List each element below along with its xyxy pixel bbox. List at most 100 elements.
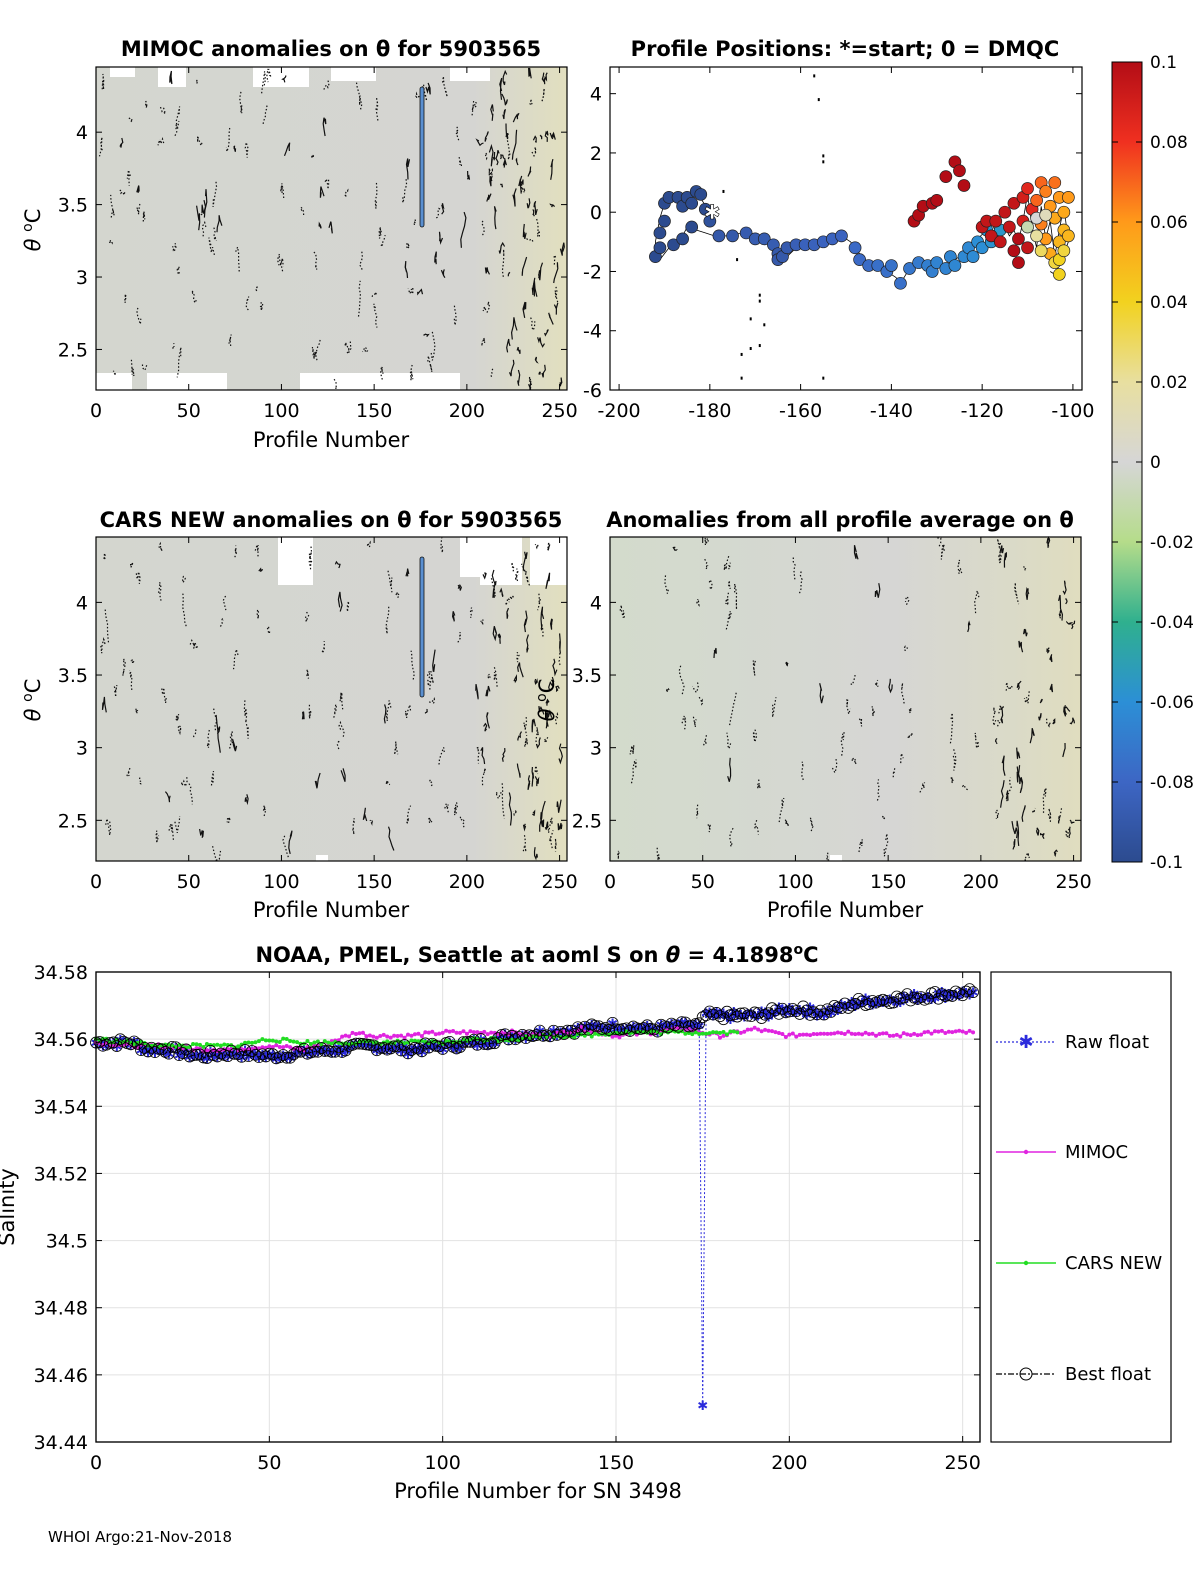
contour-line bbox=[903, 645, 909, 652]
contour-line bbox=[752, 660, 756, 676]
best-float-marker bbox=[405, 1044, 418, 1056]
y-tick-label: 34.54 bbox=[34, 1096, 88, 1118]
contour-line bbox=[129, 670, 133, 690]
x-tick-label: 0 bbox=[604, 871, 616, 893]
contour-line bbox=[336, 740, 340, 750]
profile-position-marker bbox=[685, 220, 699, 234]
contour-line bbox=[501, 783, 505, 819]
series-point-marker bbox=[277, 1040, 282, 1045]
raw-float-marker: ✱ bbox=[794, 1004, 805, 1019]
profile-position-marker bbox=[953, 164, 966, 178]
contour-line bbox=[417, 288, 424, 296]
contour-line bbox=[729, 690, 738, 726]
best-float-marker bbox=[124, 1038, 137, 1051]
best-float-marker bbox=[714, 1010, 726, 1023]
x-tick-label: 150 bbox=[356, 400, 392, 422]
contour-line bbox=[554, 838, 557, 852]
contour-line bbox=[559, 633, 561, 654]
average-heatmap-field bbox=[610, 537, 1081, 861]
contour-line bbox=[1023, 628, 1028, 637]
series-point-marker bbox=[288, 1045, 293, 1050]
best-float-marker bbox=[915, 991, 927, 1003]
raw-float-marker: ✱ bbox=[461, 1036, 472, 1051]
contour-line bbox=[1031, 807, 1036, 815]
series-point-marker bbox=[839, 1031, 844, 1036]
profile-position-marker bbox=[667, 238, 680, 252]
contour-line bbox=[130, 358, 135, 377]
legend-label-mimoc: MIMOC bbox=[1065, 1142, 1128, 1163]
best-float-marker bbox=[478, 1038, 491, 1050]
contour-line bbox=[344, 340, 350, 352]
series-point-marker bbox=[492, 1036, 497, 1041]
contour-line bbox=[306, 669, 310, 679]
contour-line bbox=[245, 296, 250, 311]
contour-line bbox=[1047, 538, 1051, 547]
contour-line bbox=[558, 743, 563, 765]
mimoc-axis-ticks: 0 50 100 150 200 250 2.5 3 3.5 4 bbox=[58, 67, 578, 422]
x-tick-label: 200 bbox=[449, 400, 485, 422]
contour-line bbox=[536, 737, 541, 749]
series-point-marker bbox=[721, 1033, 726, 1038]
contour-line bbox=[1049, 654, 1053, 663]
series-point-marker bbox=[936, 1029, 941, 1034]
contour-line bbox=[846, 699, 851, 717]
contour-line bbox=[727, 579, 731, 590]
contour-line bbox=[1029, 727, 1035, 744]
best-float-marker bbox=[811, 1008, 823, 1021]
raw-float-marker: ✱ bbox=[233, 1048, 244, 1063]
contour-line bbox=[484, 267, 491, 275]
profile-positions-panel: Profile Positions: *=start; 0 = DMQC ✱ -… bbox=[583, 37, 1094, 422]
colorbar-tick-label: 0.08 bbox=[1150, 133, 1188, 153]
best-float-marker bbox=[852, 993, 865, 1005]
contour-line bbox=[874, 583, 881, 598]
best-float-marker bbox=[717, 1013, 730, 1026]
contour-line bbox=[1047, 808, 1052, 822]
y-tick-label: 4 bbox=[590, 592, 602, 614]
contour-line bbox=[164, 791, 171, 803]
raw-float-marker: ✱ bbox=[427, 1038, 438, 1053]
raw-float-marker: ✱ bbox=[340, 1044, 351, 1059]
contour-line bbox=[974, 732, 979, 749]
contour-line bbox=[537, 593, 541, 611]
profile-position-marker bbox=[1052, 268, 1066, 281]
contour-line bbox=[520, 186, 526, 193]
best-float-marker bbox=[804, 1008, 817, 1021]
series-point-marker bbox=[607, 1032, 612, 1037]
contour-line bbox=[359, 251, 363, 270]
series-point-marker bbox=[412, 1032, 417, 1037]
series-point-marker bbox=[367, 1033, 372, 1038]
raw-float-marker: ✱ bbox=[413, 1043, 424, 1058]
contour-line bbox=[1069, 819, 1075, 824]
contour-line bbox=[385, 700, 392, 721]
contour-line bbox=[438, 747, 445, 765]
contour-line bbox=[536, 218, 540, 237]
y-tick-label: 2.5 bbox=[58, 810, 88, 832]
legend-entry-raw-float: ✱ Raw float bbox=[996, 1032, 1149, 1053]
series-point-marker bbox=[218, 1043, 223, 1048]
series-point-marker bbox=[575, 1028, 580, 1033]
x-tick-label: 250 bbox=[541, 400, 577, 422]
series-point-marker bbox=[274, 1043, 279, 1048]
series-point-marker bbox=[572, 1035, 577, 1040]
contour-line bbox=[501, 249, 505, 277]
profile-position-marker bbox=[975, 241, 989, 255]
contour-line bbox=[522, 823, 527, 832]
contour-line bbox=[174, 122, 178, 136]
profile-position-marker bbox=[993, 235, 1007, 249]
contour-line bbox=[519, 175, 524, 187]
raw-float-marker: ✱ bbox=[926, 993, 937, 1008]
best-float-marker bbox=[946, 990, 959, 1002]
salinity-y-axis-label: Salinity bbox=[0, 1168, 19, 1246]
contour-line bbox=[545, 698, 550, 706]
contour-line bbox=[544, 329, 549, 337]
x-tick-label: -160 bbox=[779, 400, 822, 422]
series-point-marker bbox=[874, 1033, 878, 1038]
contour-line bbox=[858, 839, 863, 853]
contour-line bbox=[175, 106, 181, 130]
series-point-marker bbox=[260, 1037, 265, 1042]
contour-line bbox=[488, 167, 494, 176]
contour-line bbox=[159, 106, 166, 115]
contour-line bbox=[666, 687, 671, 692]
contour-line bbox=[155, 830, 160, 843]
x-tick-label: -200 bbox=[598, 400, 641, 422]
